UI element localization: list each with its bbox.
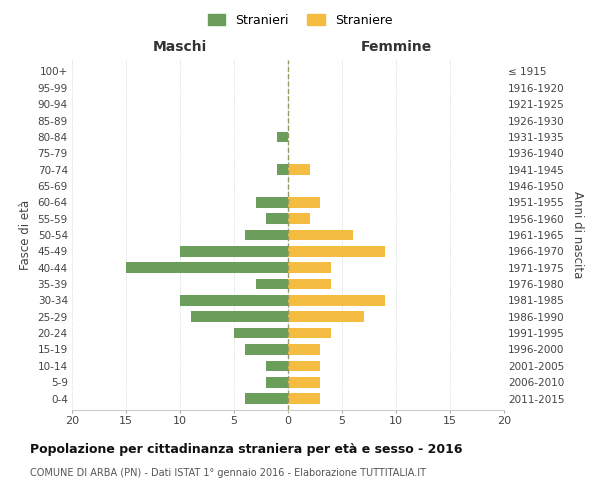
- Text: COMUNE DI ARBA (PN) - Dati ISTAT 1° gennaio 2016 - Elaborazione TUTTITALIA.IT: COMUNE DI ARBA (PN) - Dati ISTAT 1° genn…: [30, 468, 426, 477]
- Bar: [266, 214, 288, 224]
- Y-axis label: Fasce di età: Fasce di età: [19, 200, 32, 270]
- Bar: [245, 344, 288, 355]
- Bar: [245, 230, 288, 240]
- Bar: [288, 344, 320, 355]
- Legend: Stranieri, Straniere: Stranieri, Straniere: [203, 8, 397, 32]
- Bar: [256, 279, 288, 289]
- Text: Popolazione per cittadinanza straniera per età e sesso - 2016: Popolazione per cittadinanza straniera p…: [30, 442, 463, 456]
- Bar: [288, 377, 320, 388]
- Bar: [180, 246, 288, 256]
- Bar: [288, 312, 364, 322]
- Bar: [266, 360, 288, 371]
- Bar: [288, 262, 331, 273]
- Bar: [288, 328, 331, 338]
- Text: Femmine: Femmine: [361, 40, 431, 54]
- Bar: [288, 197, 320, 207]
- Bar: [234, 328, 288, 338]
- Bar: [245, 393, 288, 404]
- Bar: [288, 214, 310, 224]
- Bar: [180, 295, 288, 306]
- Y-axis label: Anni di nascita: Anni di nascita: [571, 192, 584, 278]
- Bar: [126, 262, 288, 273]
- Bar: [288, 246, 385, 256]
- Bar: [277, 164, 288, 175]
- Bar: [191, 312, 288, 322]
- Text: Maschi: Maschi: [153, 40, 207, 54]
- Bar: [266, 377, 288, 388]
- Bar: [277, 132, 288, 142]
- Bar: [256, 197, 288, 207]
- Bar: [288, 295, 385, 306]
- Bar: [288, 164, 310, 175]
- Bar: [288, 393, 320, 404]
- Bar: [288, 230, 353, 240]
- Bar: [288, 279, 331, 289]
- Bar: [288, 360, 320, 371]
